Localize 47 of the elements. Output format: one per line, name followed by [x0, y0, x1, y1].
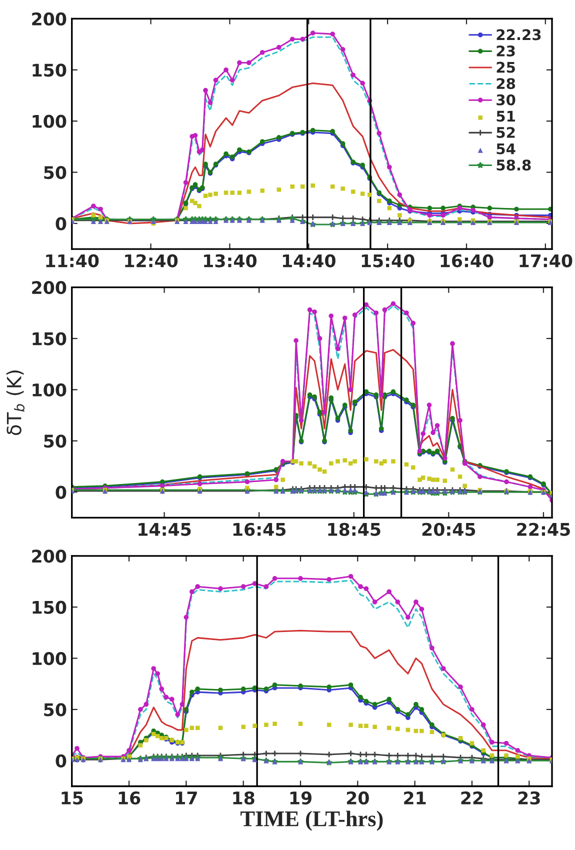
x-tick-label: 14:40 [282, 254, 336, 268]
x-tick-label: 15:40 [362, 254, 414, 268]
x-tick-label: 16:45 [233, 522, 286, 536]
x-tick-label: 18 [233, 791, 254, 805]
x-tick-label: 14:45 [138, 523, 191, 536]
y-tick-label: 50 [44, 434, 66, 448]
x-tick-label: 11:40 [46, 254, 99, 268]
legend-label: 23 [496, 45, 515, 56]
y-tick-label: 50 [44, 703, 66, 716]
legend-label: 51 [496, 110, 515, 122]
x-tick-label: 22:45 [517, 522, 570, 536]
y-tick-label: 150 [32, 64, 66, 77]
y-tick-label: 100 [32, 383, 66, 397]
y-tick-label: 100 [32, 652, 66, 666]
x-tick-label: 20 [346, 791, 369, 805]
x-tick-label: 17:40 [520, 254, 572, 268]
x-axis-title: TIME (LT-hrs) [240, 810, 383, 831]
x-tick-label: 16:40 [440, 254, 494, 268]
y-tick-label: 200 [32, 281, 66, 294]
x-tick-label: 20:45 [422, 522, 476, 536]
x-tick-label: 18:45 [328, 522, 380, 536]
y-tick-label: 150 [32, 600, 66, 614]
x-tick-label: 12:40 [125, 254, 178, 268]
legend-label: 22.23 [496, 29, 541, 40]
y-tick-label: 0 [56, 217, 66, 230]
x-tick-label: 16 [118, 791, 140, 805]
y-tick-label: 0 [56, 486, 66, 499]
legend-label: 52 [496, 126, 515, 138]
y-tick-label: 0 [56, 754, 66, 768]
x-tick-label: 21 [404, 791, 426, 804]
x-tick-label: 23 [518, 791, 540, 805]
legend-label: 54 [496, 143, 516, 154]
y-tick-label: 100 [32, 114, 66, 128]
legend-label: 28 [496, 78, 516, 90]
legend-label: 25 [496, 62, 515, 73]
x-tick-label: 15 [62, 792, 83, 805]
x-tick-label: 13:40 [204, 254, 257, 268]
legend-label: 58.8 [496, 160, 531, 171]
y-tick-label: 150 [32, 332, 66, 346]
y-axis-title: δT$_{b}$ (K) [6, 370, 25, 436]
y-tick-label: 200 [32, 12, 66, 26]
legend-label: 30 [496, 94, 516, 106]
x-tick-label: 17 [176, 792, 197, 804]
x-tick-label: 22 [461, 791, 483, 804]
x-tick-label: 19 [290, 791, 312, 805]
y-tick-label: 50 [44, 166, 66, 180]
y-tick-label: 200 [32, 550, 66, 563]
